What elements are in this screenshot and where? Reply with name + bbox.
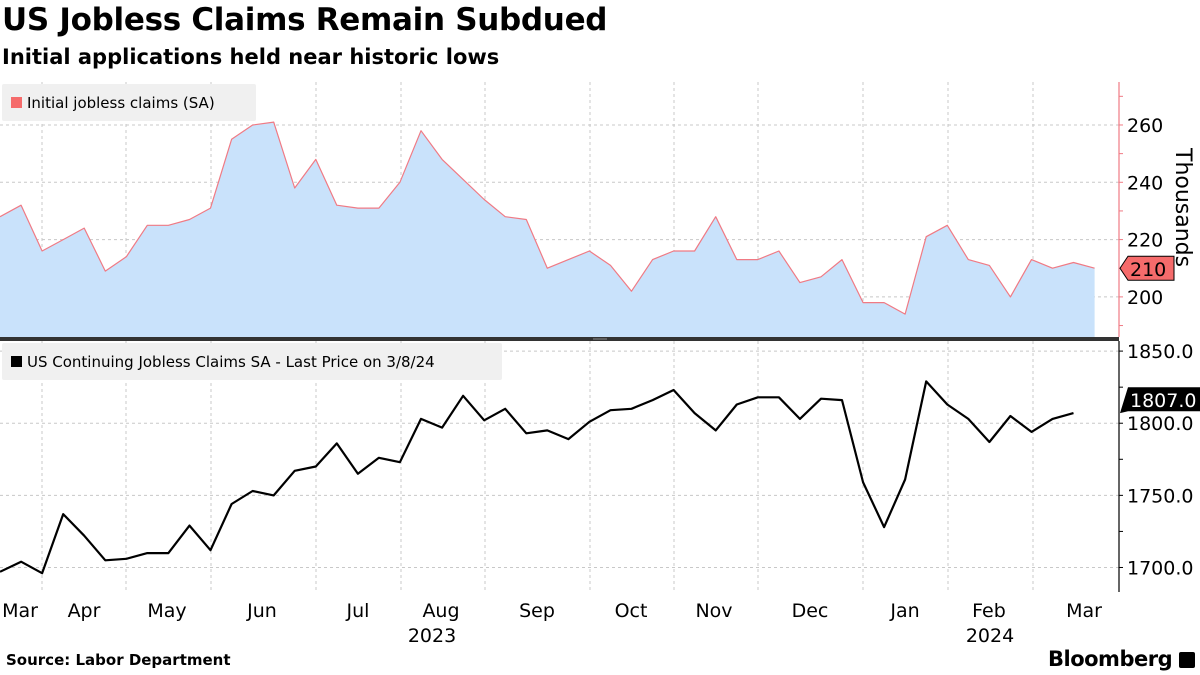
legend-swatch	[11, 356, 22, 367]
bloomberg-chart-icon	[1179, 652, 1195, 668]
y-tick-label: 1750.0	[1127, 485, 1193, 507]
x-tick-label: May	[147, 600, 186, 622]
y-tick-label: 220	[1127, 230, 1163, 252]
x-tick-label: Jun	[246, 600, 277, 622]
x-tick-label: Mar	[1066, 600, 1102, 622]
x-tick-label: Jan	[889, 600, 919, 622]
y-tick-label: 1700.0	[1127, 557, 1193, 579]
chart-title: US Jobless Claims Remain Subdued	[2, 2, 608, 38]
x-year-label: 2024	[966, 625, 1014, 647]
x-year-label: 2023	[408, 625, 456, 647]
x-tick-label: Jul	[346, 600, 370, 622]
chart-subtitle: Initial applications held near historic …	[2, 45, 500, 69]
panel-divider	[0, 337, 1119, 341]
last-value-label: 210	[1130, 259, 1166, 281]
x-tick-label: Oct	[615, 600, 648, 622]
bloomberg-logo: Bloomberg	[1048, 647, 1173, 671]
y-tick-label: 260	[1127, 115, 1163, 137]
legend-label: Initial jobless claims (SA)	[27, 94, 215, 112]
y-axis-title: Thousands	[1170, 147, 1195, 267]
y-tick-label: 200	[1127, 287, 1163, 309]
legend-label: US Continuing Jobless Claims SA - Last P…	[27, 353, 435, 371]
series-line	[0, 121, 1095, 315]
legend-background	[2, 343, 502, 380]
last-value-label: 1807.0	[1130, 390, 1196, 412]
last-value-tag	[1119, 255, 1175, 281]
y-tick-label: 1800.0	[1127, 413, 1193, 435]
x-tick-label: Feb	[972, 600, 1006, 622]
series-line	[0, 380, 1074, 575]
series-area-fill	[0, 122, 1095, 337]
legend-background	[2, 84, 256, 121]
y-tick-label: 240	[1127, 172, 1163, 194]
x-tick-label: Dec	[792, 600, 829, 622]
source-note: Source: Labor Department	[6, 651, 231, 669]
y-tick-label: 1850.0	[1127, 341, 1193, 363]
x-tick-label: Mar	[2, 600, 38, 622]
x-tick-label: Aug	[422, 600, 459, 622]
x-tick-label: Apr	[68, 600, 101, 622]
x-tick-label: Sep	[519, 600, 555, 622]
legend: US Continuing Jobless Claims SA - Last P…	[2, 343, 502, 380]
legend: Initial jobless claims (SA)	[2, 84, 256, 121]
x-tick-label: Nov	[695, 600, 732, 622]
last-value-tag	[1120, 387, 1200, 414]
legend-swatch	[11, 97, 22, 108]
